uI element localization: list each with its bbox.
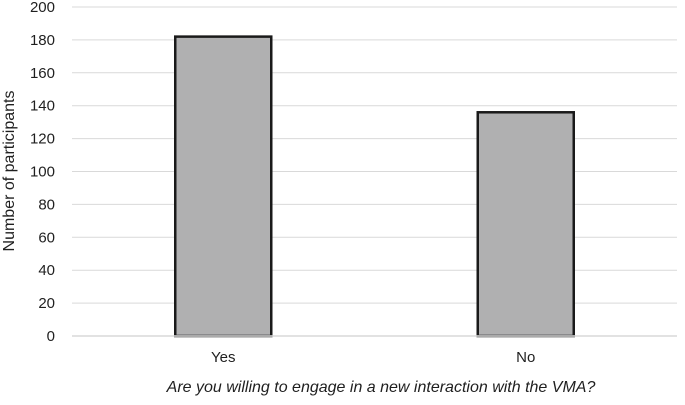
y-tick-label: 180 [30,32,55,49]
x-tick-labels: Yes No [211,349,535,366]
gridlines [72,6,677,304]
y-tick-label: 0 [47,328,55,345]
x-tick-label: No [516,349,535,366]
bar-no [476,111,575,338]
bar-yes [174,35,273,338]
y-tick-labels: 0 20 40 60 80 100 120 140 160 180 200 [30,0,55,345]
y-tick-label: 60 [38,229,55,246]
y-tick-label: 40 [38,262,55,279]
y-tick-label: 140 [30,98,55,115]
y-axis-title: Number of participants [1,91,18,252]
x-axis-title: Are you willing to engage in a new inter… [166,379,596,396]
y-tick-label: 120 [30,131,55,148]
bars [174,35,575,338]
y-tick-label: 20 [38,295,55,312]
y-tick-label: 100 [30,164,55,181]
y-tick-label: 200 [30,0,55,16]
y-tick-label: 160 [30,65,55,82]
y-tick-label: 80 [38,196,55,213]
x-tick-label: Yes [211,349,235,366]
